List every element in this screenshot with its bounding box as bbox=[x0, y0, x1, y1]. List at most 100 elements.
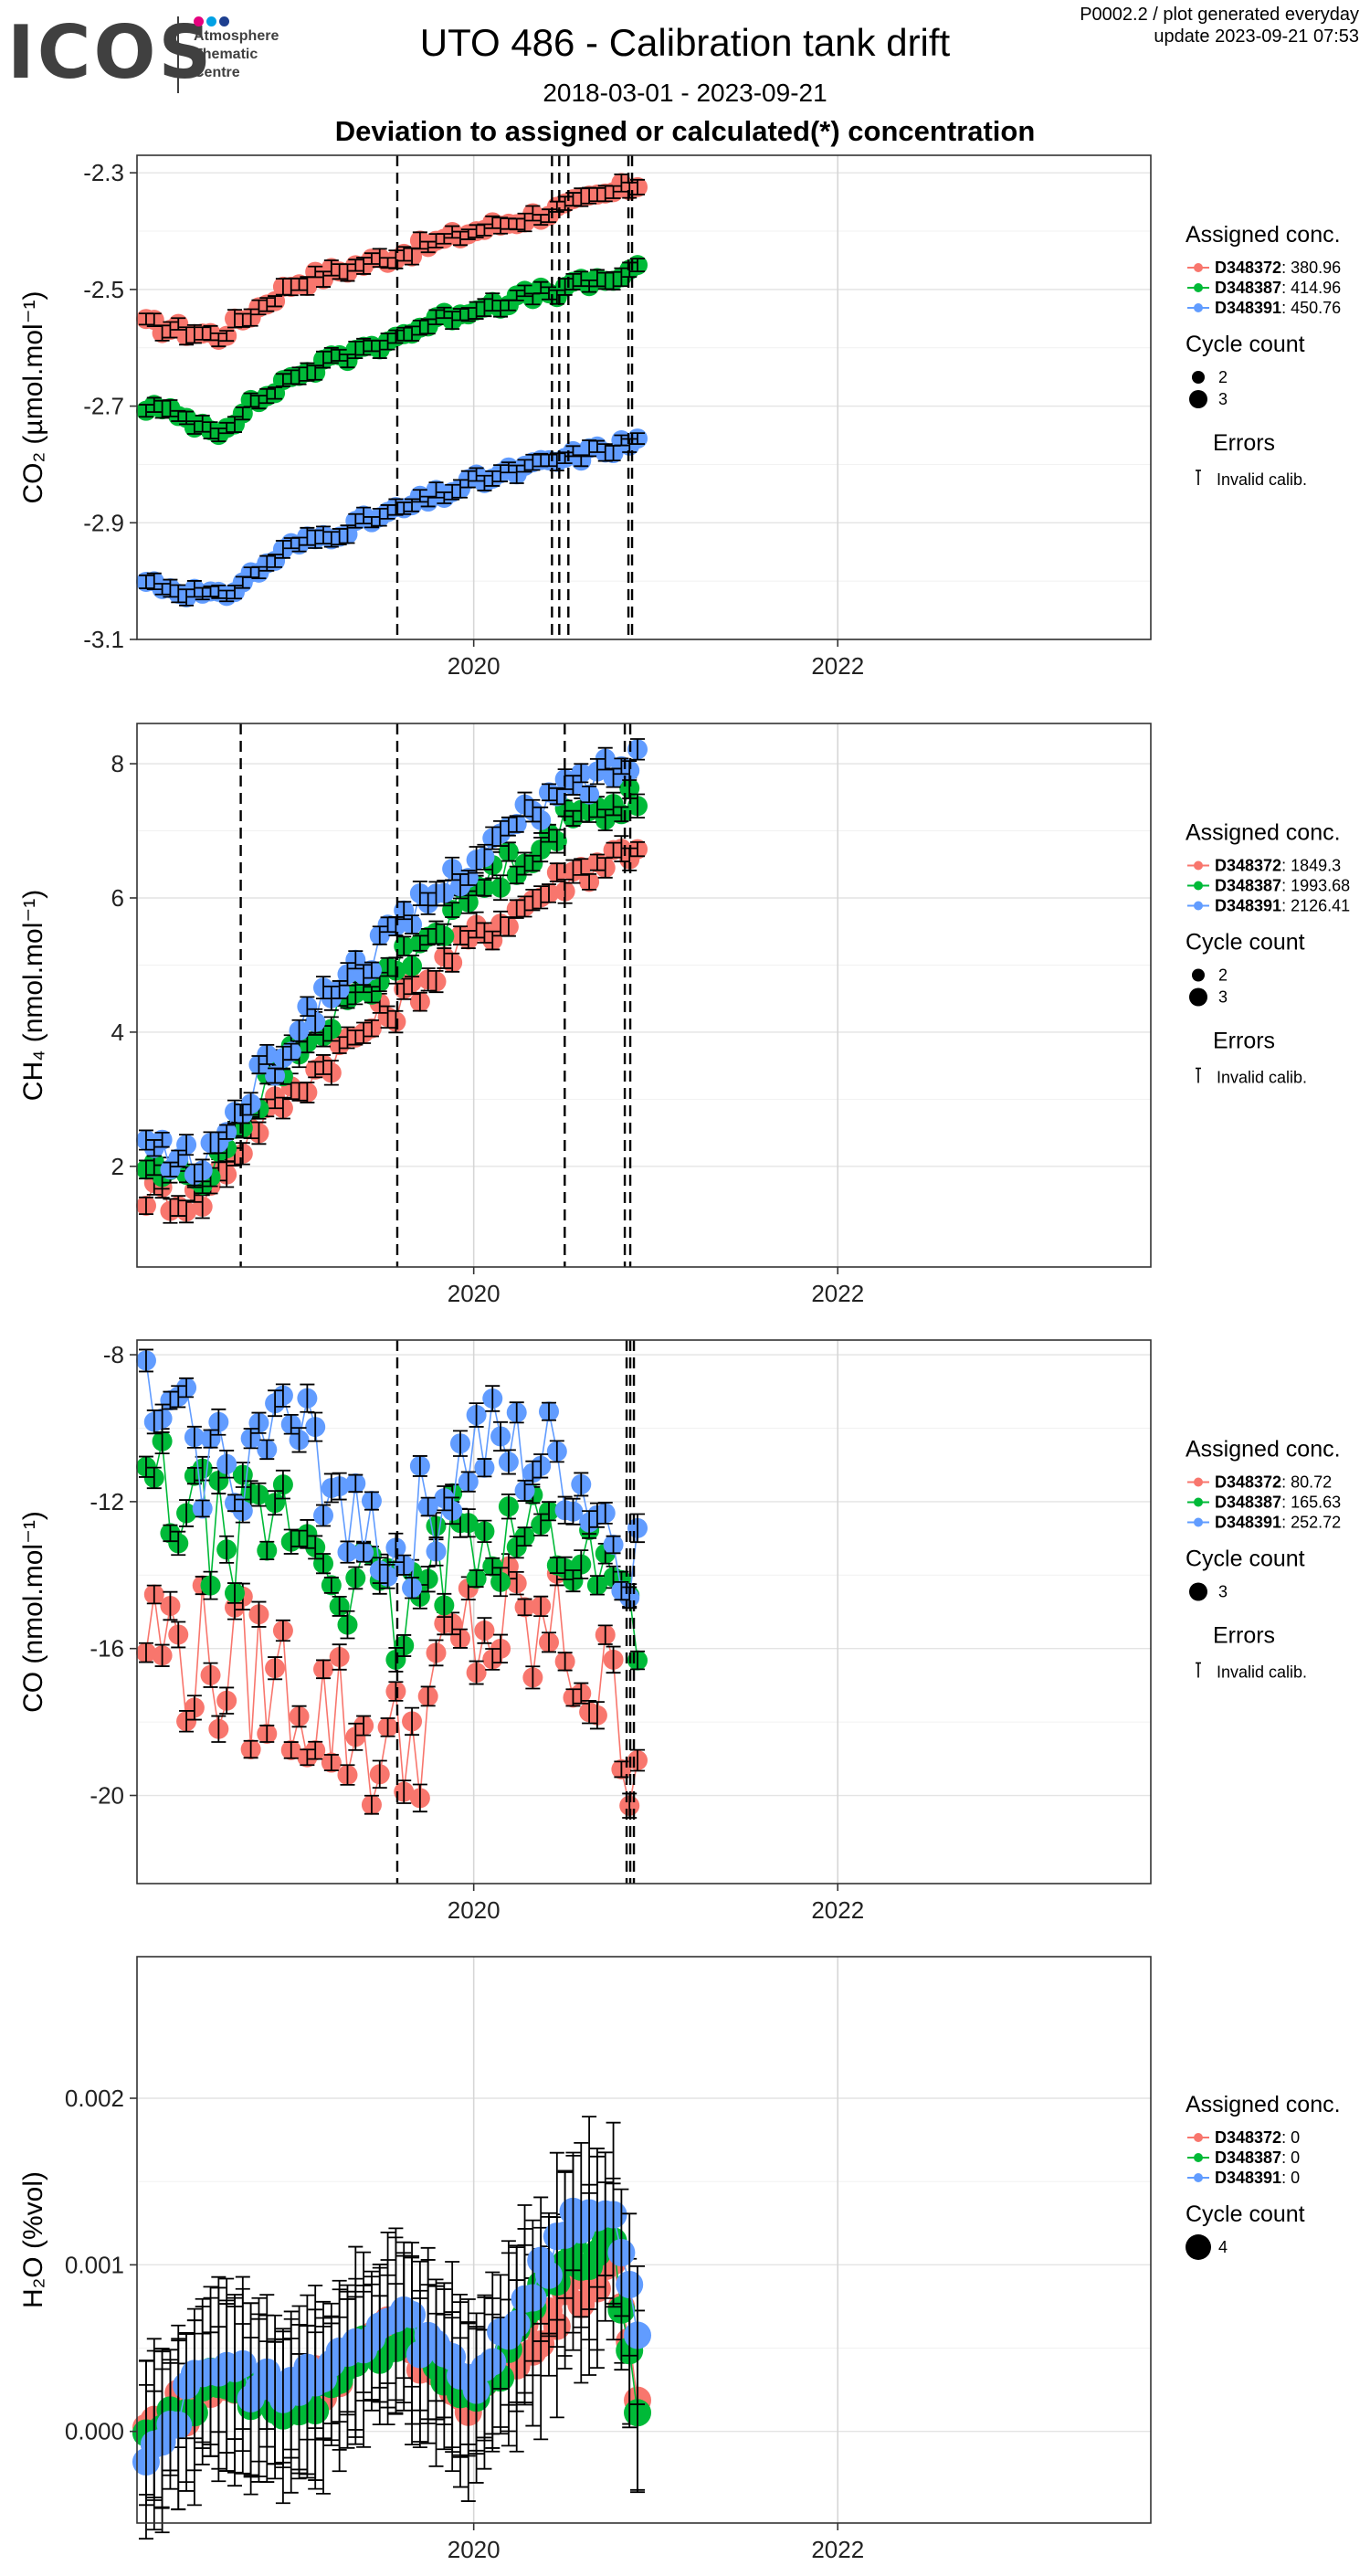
legend-errors-title: Errors bbox=[1213, 430, 1275, 456]
legend-series-label: D348387: 165.63 bbox=[1215, 1494, 1341, 1512]
legend-series-label: D348387: 0 bbox=[1215, 2148, 1300, 2167]
legend-cycle-title: Cycle count bbox=[1186, 1547, 1305, 1572]
co2-chart: -2.3 -2.5 -2.7 -2.9 -3.1 2020 2022 CO₂ (µmol.mo… bbox=[18, 154, 1341, 680]
legend-cycle-title: Cycle count bbox=[1186, 332, 1305, 357]
legend-cycle-label: 3 bbox=[1218, 1583, 1228, 1601]
page-title: UTO 486 - Calibration tank drift bbox=[419, 21, 951, 64]
legend-cycle-label: 3 bbox=[1218, 988, 1228, 1007]
co2-panel: -2.3 -2.5 -2.7 -2.9 -3.1 2020 2022 CO₂ (µmol.mo… bbox=[0, 153, 1370, 683]
legend-series-value: : 414.96 bbox=[1281, 279, 1341, 297]
plot-frame bbox=[136, 1339, 1152, 1884]
legend-title: Assigned conc. bbox=[1186, 1437, 1341, 1462]
legend-title: Assigned conc. bbox=[1186, 2092, 1341, 2117]
legend-cycle-title: Cycle count bbox=[1186, 2201, 1305, 2227]
legend-cycle-title: Cycle count bbox=[1186, 930, 1305, 955]
legend-series-name: D348391 bbox=[1215, 1514, 1281, 1532]
plot-update-time: update 2023-09-21 07:53 bbox=[1154, 26, 1359, 47]
legend-series-label: D348372: 80.72 bbox=[1215, 1473, 1332, 1492]
logo-divider bbox=[177, 16, 179, 93]
legend-series-name: D348372 bbox=[1215, 2128, 1281, 2147]
legend-series-label: D348391: 0 bbox=[1215, 2169, 1300, 2187]
page-header: ICOS Atmosphere Thematic Centre UTO 486 … bbox=[0, 0, 1370, 155]
y-tick-label: -20 bbox=[90, 1782, 124, 1810]
legend-series-name: D348391 bbox=[1215, 2169, 1281, 2187]
legend-errors-title: Errors bbox=[1213, 1623, 1275, 1649]
legend-series-label: D348372: 0 bbox=[1215, 2128, 1300, 2147]
y-tick-label: 4 bbox=[111, 1019, 124, 1046]
legend-cycle-label: 2 bbox=[1218, 966, 1228, 985]
legend-swatch-point bbox=[1194, 263, 1203, 272]
legend-series-value: : 450.76 bbox=[1281, 299, 1341, 317]
legend-series-value: : 1993.68 bbox=[1281, 877, 1350, 895]
x-tick-label: 2020 bbox=[448, 1280, 501, 1307]
legend-series-name: D348391 bbox=[1215, 897, 1281, 915]
logo-subtitle-line: Atmosphere bbox=[194, 28, 279, 44]
y-tick-label: -2.7 bbox=[83, 393, 124, 420]
legend-swatch-point bbox=[1194, 860, 1203, 871]
legend-swatch-point bbox=[1194, 1517, 1203, 1527]
legend-series-label: D348391: 450.76 bbox=[1215, 299, 1341, 317]
icos-logo: ICOS bbox=[7, 10, 215, 95]
x-tick-label: 2022 bbox=[811, 2536, 864, 2563]
legend-series-value: : 0 bbox=[1281, 2128, 1300, 2147]
legend-cycle-swatch bbox=[1186, 2234, 1211, 2260]
x-tick-label: 2020 bbox=[448, 652, 501, 680]
logo-dots-icon bbox=[194, 15, 232, 31]
legend-series-label: D348387: 414.96 bbox=[1215, 279, 1341, 297]
y-axis-label: H₂O (%vol) bbox=[18, 2171, 48, 2308]
legend-cycle-swatch bbox=[1192, 968, 1205, 982]
y-tick-label: -2.5 bbox=[83, 276, 124, 303]
legend-cycle-swatch bbox=[1189, 1582, 1207, 1601]
y-axis-label: CO₂ (µmol.mol⁻¹) bbox=[18, 290, 48, 503]
logo-subtitle-line: Thematic bbox=[194, 47, 258, 62]
plot-meta-line: P0002.2 / plot generated everyday bbox=[1080, 5, 1359, 25]
legend-series-label: D348387: 1993.68 bbox=[1215, 877, 1350, 895]
h2o-panel: 0.002 0.001 0.000 2020 2022 H₂O (%vol) Assigne… bbox=[0, 1955, 1370, 2567]
legend-swatch-point bbox=[1194, 2173, 1203, 2182]
logo-subtitle-line: Centre bbox=[194, 65, 240, 80]
legend-series-value: : 80.72 bbox=[1281, 1473, 1332, 1492]
legend-cycle-label: 2 bbox=[1218, 368, 1228, 386]
legend-swatch-point bbox=[1194, 303, 1203, 312]
y-tick-label: -2.9 bbox=[83, 509, 124, 536]
legend-swatch-point bbox=[1194, 283, 1203, 292]
legend-series-value: : 165.63 bbox=[1281, 1494, 1341, 1512]
legend-cycle-swatch bbox=[1189, 390, 1207, 408]
legend-series-name: D348387 bbox=[1215, 1494, 1281, 1512]
legend-cycle-swatch bbox=[1192, 371, 1205, 384]
x-tick-label: 2020 bbox=[448, 2536, 501, 2563]
y-tick-label: 8 bbox=[111, 750, 124, 777]
legend-swatch-point bbox=[1194, 901, 1203, 911]
legend-series-label: D348372: 380.96 bbox=[1215, 259, 1341, 277]
legend-swatch-point bbox=[1194, 2153, 1203, 2162]
legend-series-value: : 0 bbox=[1281, 2169, 1300, 2187]
legend-swatch-point bbox=[1194, 2133, 1203, 2142]
legend-series-label: D348391: 2126.41 bbox=[1215, 897, 1350, 915]
legend-title: Assigned conc. bbox=[1186, 820, 1341, 846]
chart-subtitle: Deviation to assigned or calculated(*) c… bbox=[334, 115, 1036, 147]
legend-series-name: D348372 bbox=[1215, 1473, 1281, 1492]
legend-title: Assigned conc. bbox=[1186, 222, 1341, 248]
legend-series-label: D348391: 252.72 bbox=[1215, 1514, 1341, 1532]
legend-series-label: D348372: 1849.3 bbox=[1215, 857, 1341, 875]
y-tick-label: -12 bbox=[90, 1488, 124, 1515]
legend-series-name: D348391 bbox=[1215, 299, 1281, 317]
legend-error-label: Invalid calib. bbox=[1217, 470, 1307, 489]
legend-series-name: D348387 bbox=[1215, 2148, 1281, 2167]
co-panel: -8 -12 -16 -20 2020 2022 CO (nmol.mol⁻¹) Assign… bbox=[0, 1338, 1370, 1927]
legend-series-value: : 0 bbox=[1281, 2148, 1300, 2167]
plot-meta: P0002.2 / plot generated everyday update… bbox=[1080, 4, 1359, 48]
y-tick-label: 6 bbox=[111, 884, 124, 912]
y-axis-label: CH₄ (nmol.mol⁻¹) bbox=[18, 890, 48, 1101]
legend-errors-title: Errors bbox=[1213, 1029, 1275, 1054]
legend-series-value: : 2126.41 bbox=[1281, 897, 1350, 915]
legend-series-name: D348372 bbox=[1215, 259, 1281, 277]
y-tick-label: -8 bbox=[103, 1341, 124, 1368]
y-tick-label: -3.1 bbox=[83, 626, 124, 653]
y-tick-label: 0.002 bbox=[65, 2085, 124, 2112]
h2o-chart: 0.002 0.001 0.000 2020 2022 H₂O (%vol) Assigne… bbox=[18, 1956, 1341, 2563]
ch4-chart: 8 6 4 2 2020 2022 CH₄ (nmol.mol⁻¹) Assigned con… bbox=[18, 723, 1350, 1307]
y-tick-label: 0.000 bbox=[65, 2418, 124, 2445]
legend-series-name: D348387 bbox=[1215, 877, 1281, 895]
legend-series-value: : 380.96 bbox=[1281, 259, 1341, 277]
